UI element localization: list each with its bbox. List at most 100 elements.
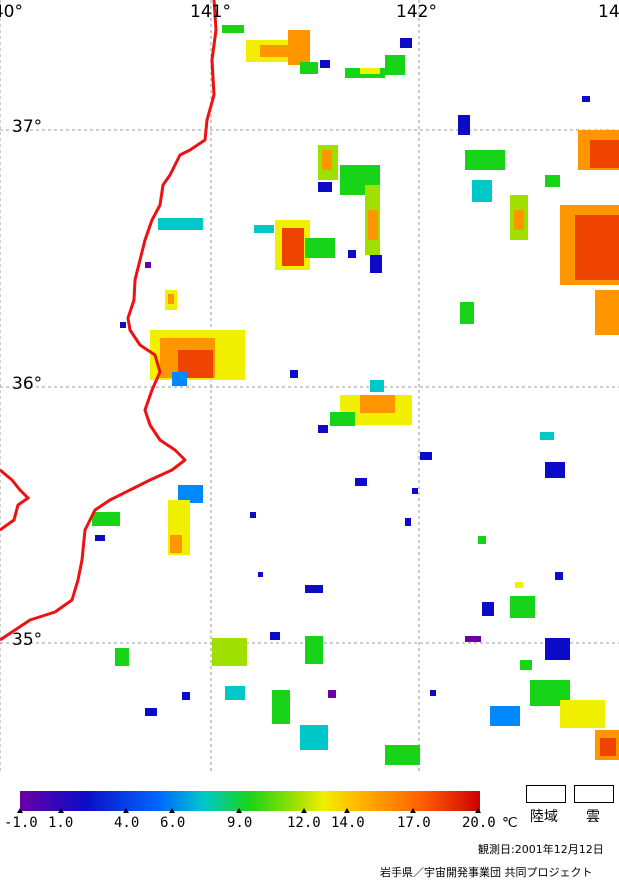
- patch: [515, 582, 523, 588]
- tick-mark: [301, 808, 307, 813]
- patch: [460, 302, 474, 324]
- patch: [222, 25, 244, 33]
- color-bar-ticks: [17, 808, 481, 813]
- patch: [348, 250, 356, 258]
- patch: [540, 432, 554, 440]
- patch: [458, 115, 470, 135]
- patch: [368, 210, 378, 240]
- temperature-patches: [92, 25, 619, 765]
- patch: [330, 412, 355, 426]
- patch: [478, 536, 486, 544]
- patch: [510, 596, 535, 618]
- patch: [318, 182, 332, 192]
- patch: [270, 632, 280, 640]
- patch: [582, 96, 590, 102]
- patch: [412, 488, 418, 494]
- patch: [520, 660, 532, 670]
- tick-mark: [410, 808, 416, 813]
- patch: [172, 372, 187, 386]
- patch: [545, 638, 570, 660]
- patch: [430, 690, 436, 696]
- patch: [400, 38, 412, 48]
- patch: [145, 708, 157, 716]
- patch: [120, 322, 126, 328]
- patch: [322, 150, 332, 170]
- tick-mark: [344, 808, 350, 813]
- patch: [472, 180, 492, 202]
- patch: [370, 255, 382, 273]
- lon-label-143: 143°: [598, 2, 619, 22]
- patch: [260, 45, 290, 57]
- lon-label-140: 140°: [0, 2, 23, 22]
- lon-label-142: 142°: [396, 2, 437, 22]
- patch: [182, 692, 190, 700]
- patch: [258, 572, 263, 577]
- patch: [272, 690, 290, 724]
- patch: [290, 370, 298, 378]
- land-swatch: [526, 785, 566, 803]
- patch: [305, 238, 335, 258]
- tick-label: 4.0: [114, 815, 140, 831]
- patch: [158, 218, 203, 230]
- patch: [168, 294, 174, 304]
- coastline-inlet: [0, 468, 31, 532]
- patch: [490, 706, 520, 726]
- patch: [360, 395, 395, 413]
- tick-label: -1.0: [4, 815, 38, 831]
- patch: [254, 225, 274, 233]
- patch: [600, 738, 616, 756]
- patch: [300, 725, 328, 750]
- patch: [92, 512, 120, 526]
- patch: [545, 175, 560, 187]
- patch: [575, 215, 619, 280]
- cloud-label: 雲: [586, 809, 600, 825]
- land-label: 陸域: [530, 809, 558, 825]
- patch: [385, 745, 420, 765]
- patch: [405, 518, 411, 526]
- patch: [385, 55, 405, 75]
- patch: [370, 380, 384, 392]
- patch: [545, 462, 565, 478]
- patch: [178, 485, 203, 503]
- cloud-swatch: [574, 785, 614, 803]
- lat-label-37: 37°: [12, 117, 43, 137]
- patch: [595, 290, 619, 335]
- tick-label: 1.0: [48, 815, 74, 831]
- patch: [555, 572, 563, 580]
- tick-mark: [169, 808, 175, 813]
- tick-mark: [17, 808, 23, 813]
- patch: [318, 425, 328, 433]
- tick-label: 20.0: [462, 815, 496, 831]
- tick-label: 14.0: [331, 815, 365, 831]
- patch: [288, 30, 310, 65]
- tick-label: 6.0: [160, 815, 186, 831]
- tick-mark: [475, 808, 481, 813]
- patch: [282, 228, 304, 266]
- tick-label: 9.0: [227, 815, 253, 831]
- patch: [170, 535, 182, 553]
- patch: [420, 452, 432, 460]
- tick-mark: [123, 808, 129, 813]
- tick-label: 17.0: [397, 815, 431, 831]
- tick-label: 12.0: [287, 815, 321, 831]
- lat-label-35: 35°: [12, 630, 43, 650]
- patch: [145, 262, 151, 268]
- sea-surface-temperature-map: [0, 0, 619, 772]
- patch: [300, 62, 318, 74]
- patch: [482, 602, 494, 616]
- patch: [250, 512, 256, 518]
- patch: [212, 638, 247, 666]
- patch: [465, 636, 481, 642]
- lat-label-36: 36°: [12, 374, 43, 394]
- tick-mark: [236, 808, 242, 813]
- patch: [514, 210, 524, 230]
- observation-date: 観測日:2001年12月12日: [478, 843, 604, 856]
- coastline: [0, 0, 218, 642]
- patch: [115, 648, 129, 666]
- patch: [360, 68, 380, 74]
- patch: [355, 478, 367, 486]
- lon-label-141: 141°: [190, 2, 231, 22]
- patch: [225, 686, 245, 700]
- patch: [560, 700, 605, 728]
